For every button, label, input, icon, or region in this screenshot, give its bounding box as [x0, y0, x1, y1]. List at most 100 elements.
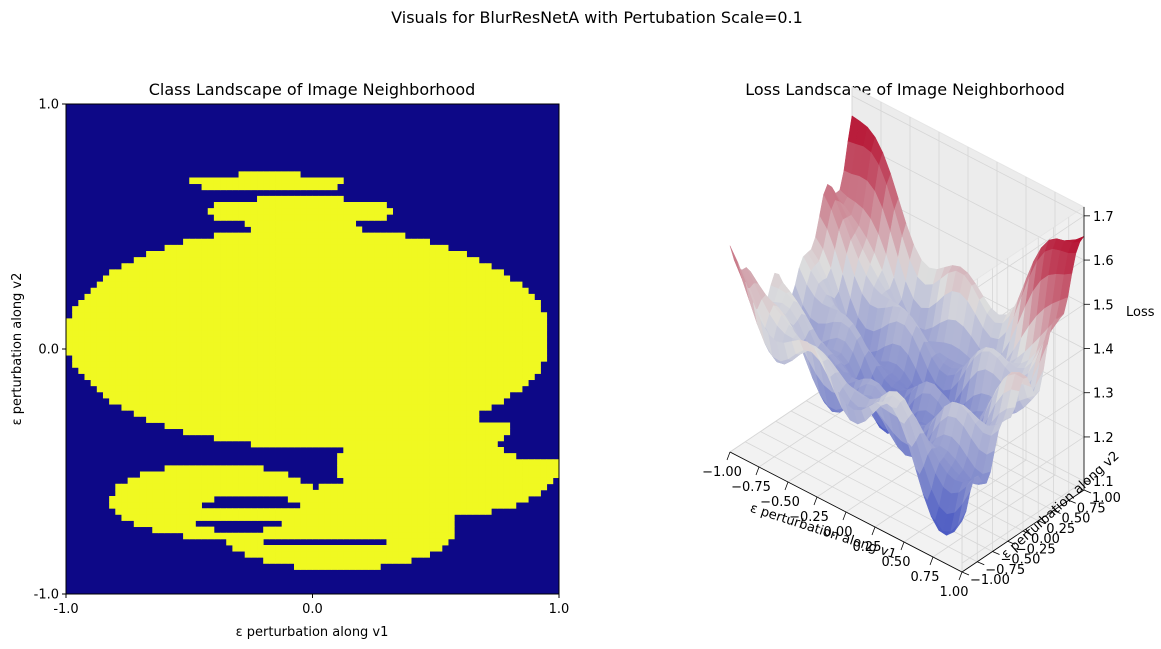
class-1-cell — [392, 557, 400, 564]
class-1-cell — [226, 336, 233, 344]
class-1-cell — [398, 459, 406, 466]
class-1-cell — [367, 257, 375, 264]
class-1-cell — [411, 465, 418, 472]
class-1-cell — [244, 379, 252, 387]
class-1-cell — [318, 220, 326, 227]
class-1-cell — [213, 373, 221, 381]
class-1-cell — [374, 324, 381, 332]
class-1-cell — [466, 269, 474, 276]
class-1-cell — [275, 195, 283, 203]
class-1-cell — [367, 483, 375, 491]
class-1-cell — [263, 275, 270, 283]
class-1-cell — [201, 477, 209, 485]
class-1-cell — [275, 324, 283, 332]
class-1-cell — [337, 293, 344, 301]
class-1-cell — [312, 232, 320, 240]
class-1-cell — [300, 514, 307, 521]
class-1-cell — [355, 557, 363, 564]
class-1-cell — [361, 385, 369, 393]
class-1-cell — [404, 508, 412, 515]
class-1-cell — [213, 514, 221, 521]
class-1-cell — [244, 202, 252, 209]
class-1-cell — [275, 183, 283, 191]
class-1-cell — [115, 336, 122, 344]
class-1-cell — [522, 459, 529, 466]
class-1-cell — [466, 471, 474, 479]
class-1-cell — [466, 428, 474, 436]
class-1-cell — [355, 391, 363, 399]
class-1-cell — [195, 263, 202, 270]
class-1-cell — [220, 312, 227, 319]
class-1-cell — [435, 349, 443, 356]
class-1-cell — [441, 251, 449, 258]
class-1-cell — [337, 514, 344, 521]
class-1-cell — [497, 342, 504, 350]
class-1-cell — [269, 477, 276, 485]
class-1-cell — [522, 367, 529, 374]
class-1-cell — [244, 324, 252, 332]
class-1-cell — [312, 428, 320, 436]
class-1-cell — [84, 373, 92, 381]
class-1-cell — [367, 379, 375, 387]
class-1-cell — [158, 416, 165, 423]
class-1-cell — [435, 520, 443, 528]
class-1-cell — [164, 287, 172, 295]
class-1-cell — [386, 287, 394, 295]
class-1-cell — [386, 416, 394, 423]
class-1-cell — [300, 391, 307, 399]
class-1-cell — [170, 281, 178, 289]
class-1-cell — [220, 214, 227, 221]
class-1-cell — [146, 287, 153, 295]
class-1-cell — [127, 391, 135, 399]
class-1-cell — [380, 244, 387, 252]
class-1-cell — [220, 293, 227, 301]
class-1-cell — [367, 471, 375, 479]
class-1-cell — [515, 379, 523, 387]
class-1-cell — [66, 324, 73, 332]
class-1-cell — [226, 385, 233, 393]
class-1-cell — [497, 428, 504, 436]
class-1-cell — [306, 275, 313, 283]
class-1-cell — [380, 300, 387, 307]
class-1-cell — [220, 422, 227, 430]
class-1-cell — [102, 300, 110, 307]
class-1-cell — [515, 281, 523, 289]
class-1-cell — [213, 202, 221, 209]
class-1-cell — [176, 293, 184, 301]
class-1-cell — [238, 318, 246, 325]
class-1-cell — [386, 349, 394, 356]
class-1-cell — [213, 355, 221, 362]
class-1-cell — [226, 398, 233, 405]
class-1-cell — [330, 502, 338, 509]
class-1-cell — [404, 342, 412, 350]
class-1-cell — [386, 379, 394, 387]
class-1-cell — [472, 263, 480, 270]
class-1-cell — [133, 349, 141, 356]
class-1-cell — [109, 281, 116, 289]
class-1-cell — [244, 367, 252, 374]
class-1-cell — [343, 434, 350, 442]
class-1-cell — [454, 496, 461, 503]
class-1-cell — [121, 263, 129, 270]
loss-x-tick-label: −0.50 — [760, 495, 800, 510]
class-1-cell — [515, 483, 523, 491]
class-1-cell — [411, 269, 418, 276]
class-1-cell — [263, 416, 270, 423]
class-1-cell — [330, 416, 338, 423]
class-1-cell — [170, 251, 178, 258]
class-1-cell — [466, 373, 474, 381]
class-1-cell — [417, 281, 424, 289]
class-1-cell — [522, 471, 529, 479]
class-1-cell — [189, 477, 196, 485]
class-1-cell — [176, 489, 184, 497]
class-1-cell — [534, 355, 541, 362]
class-1-cell — [466, 293, 474, 301]
class-1-cell — [312, 489, 320, 497]
class-1-cell — [183, 263, 190, 270]
class-1-cell — [441, 465, 449, 472]
class-1-cell — [392, 379, 400, 387]
class-1-cell — [201, 367, 209, 374]
class-1-cell — [139, 508, 147, 515]
class-1-cell — [423, 483, 430, 491]
class-1-cell — [183, 306, 190, 313]
